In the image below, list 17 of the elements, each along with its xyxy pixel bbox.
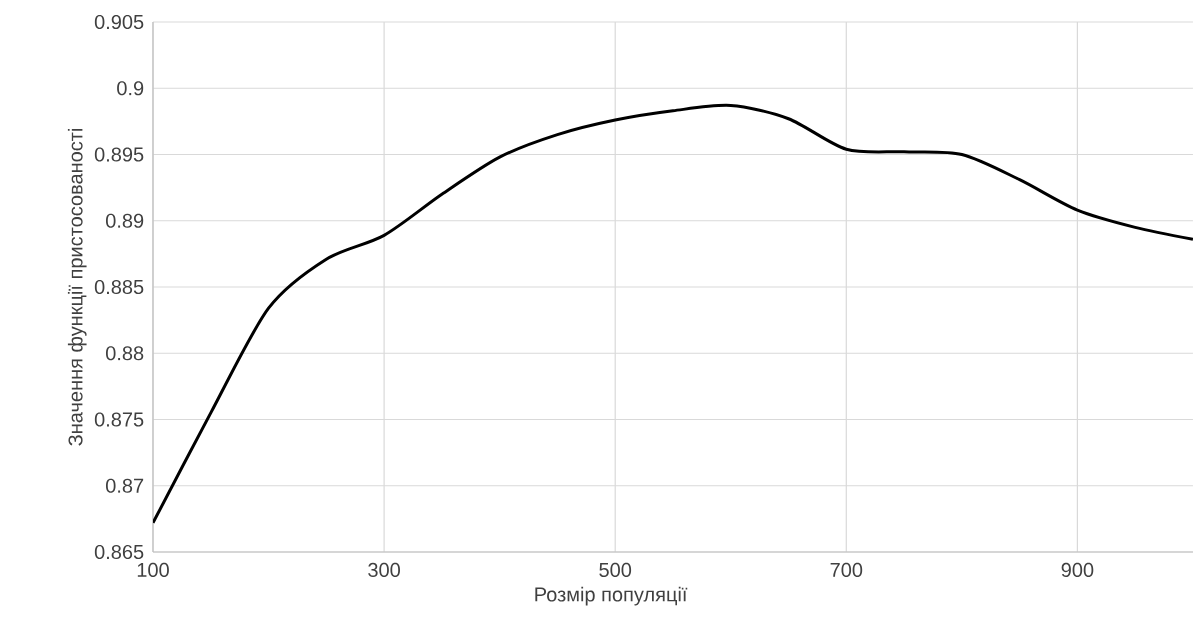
y-tick-label: 0.895 bbox=[94, 147, 144, 162]
x-axis-title: Розмір популяції bbox=[535, 586, 688, 606]
x-tick-label: 300 bbox=[368, 562, 400, 578]
y-tick-label: 0.865 bbox=[94, 544, 144, 560]
y-tick-label: 0.905 bbox=[94, 14, 144, 30]
x-tick-label: 100 bbox=[137, 562, 169, 578]
y-axis-title: Значення функції пристосованості bbox=[67, 128, 87, 446]
x-tick-label: 900 bbox=[1061, 562, 1094, 578]
y-tick-label: 0.87 bbox=[105, 478, 144, 493]
x-tick-label: 500 bbox=[599, 562, 632, 578]
y-tick-label: 0.89 bbox=[105, 213, 144, 228]
y-tick-label: 0.885 bbox=[94, 279, 144, 295]
y-tick-label: 0.9 bbox=[117, 81, 144, 96]
x-tick-label: 700 bbox=[830, 562, 863, 578]
y-tick-label: 0.88 bbox=[105, 346, 144, 361]
line-series bbox=[153, 103, 1193, 525]
y-tick-label: 0.875 bbox=[94, 412, 144, 427]
